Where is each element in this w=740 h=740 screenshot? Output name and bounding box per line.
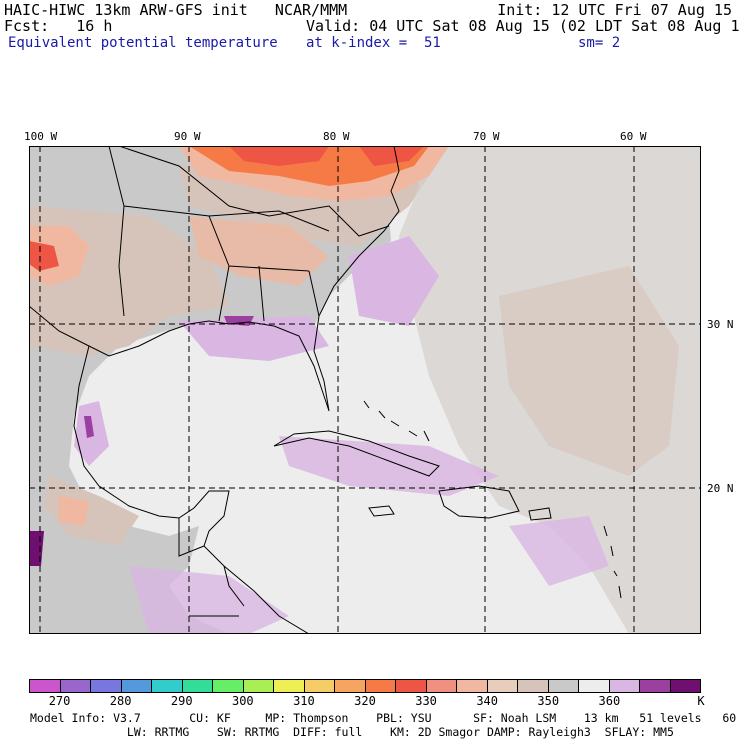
colorbar-label: 300 bbox=[231, 694, 254, 708]
model-title: HAIC-HIWC 13km ARW-GFS init NCAR/MMM bbox=[4, 1, 348, 19]
valid-time: Valid: 04 UTC Sat 08 Aug 15 (02 LDT Sat … bbox=[306, 17, 740, 35]
lat-label-20n: 20 N bbox=[707, 482, 734, 495]
colorbar-swatch bbox=[365, 680, 396, 692]
colorbar-swatch bbox=[457, 680, 488, 692]
colorbar-swatch bbox=[335, 680, 366, 692]
colorbar-swatch bbox=[121, 680, 152, 692]
smoothing-info: sm= 2 bbox=[578, 35, 621, 51]
colorbar-swatch bbox=[152, 680, 183, 692]
lon-label-80w: 80 W bbox=[323, 130, 350, 143]
colorbar-swatch bbox=[609, 680, 640, 692]
colorbar-swatch bbox=[213, 680, 244, 692]
colorbar-swatch bbox=[487, 680, 518, 692]
colorbar-label: 280 bbox=[109, 694, 132, 708]
colorbar-label: 320 bbox=[354, 694, 376, 708]
colorbar-label: 330 bbox=[415, 694, 437, 708]
field-name: Equivalent potential temperature bbox=[8, 35, 278, 51]
lon-label-90w: 90 W bbox=[174, 130, 201, 143]
lon-label-100w: 100 W bbox=[24, 130, 58, 143]
colorbar-swatch bbox=[243, 680, 274, 692]
colorbar-swatch bbox=[548, 680, 579, 692]
colorbar-label: 360 bbox=[598, 694, 621, 708]
colorbar-label: 340 bbox=[476, 694, 499, 708]
high-theta-e bbox=[29, 146, 449, 526]
map-frame bbox=[29, 146, 701, 634]
lat-lon-grid bbox=[29, 146, 701, 634]
colorbar-label: 350 bbox=[537, 694, 560, 708]
lon-label-70w: 70 W bbox=[473, 130, 500, 143]
colorbar-label: K bbox=[697, 694, 705, 708]
forecast-hour: Fcst: 16 h bbox=[4, 17, 113, 35]
colorbar-swatch bbox=[91, 680, 122, 692]
colorbar-swatch bbox=[30, 680, 61, 692]
colorbar-swatch bbox=[579, 680, 610, 692]
colorbar-swatch bbox=[274, 680, 305, 692]
colorbar-swatch bbox=[670, 680, 700, 692]
theta-e-map bbox=[29, 146, 701, 634]
colorbar-label: 270 bbox=[48, 694, 71, 708]
colorbar-swatch bbox=[182, 680, 213, 692]
colorbar-swatch bbox=[60, 680, 91, 692]
colorbar bbox=[29, 679, 701, 693]
coastlines bbox=[29, 146, 622, 634]
lon-label-60w: 60 W bbox=[620, 130, 647, 143]
colorbar-label: 310 bbox=[293, 694, 315, 708]
low-theta-e bbox=[29, 236, 609, 634]
model-info-line2: LW: RRTMG SW: RRTMG DIFF: full KM: 2D Sm… bbox=[30, 725, 674, 739]
lat-label-30n: 30 N bbox=[707, 318, 734, 331]
colorbar-label: 290 bbox=[170, 694, 193, 708]
colorbar-swatch bbox=[426, 680, 457, 692]
init-time: Init: 12 UTC Fri 07 Aug 15 bbox=[497, 1, 732, 19]
model-info-line1: Model Info: V3.7 CU: KF MP: Thompson PBL… bbox=[30, 711, 740, 725]
level-info: at k-index = 51 bbox=[306, 35, 441, 51]
colorbar-swatch bbox=[304, 680, 335, 692]
colorbar-swatch bbox=[396, 680, 427, 692]
colorbar-swatch bbox=[518, 680, 549, 692]
colorbar-swatch bbox=[640, 680, 671, 692]
